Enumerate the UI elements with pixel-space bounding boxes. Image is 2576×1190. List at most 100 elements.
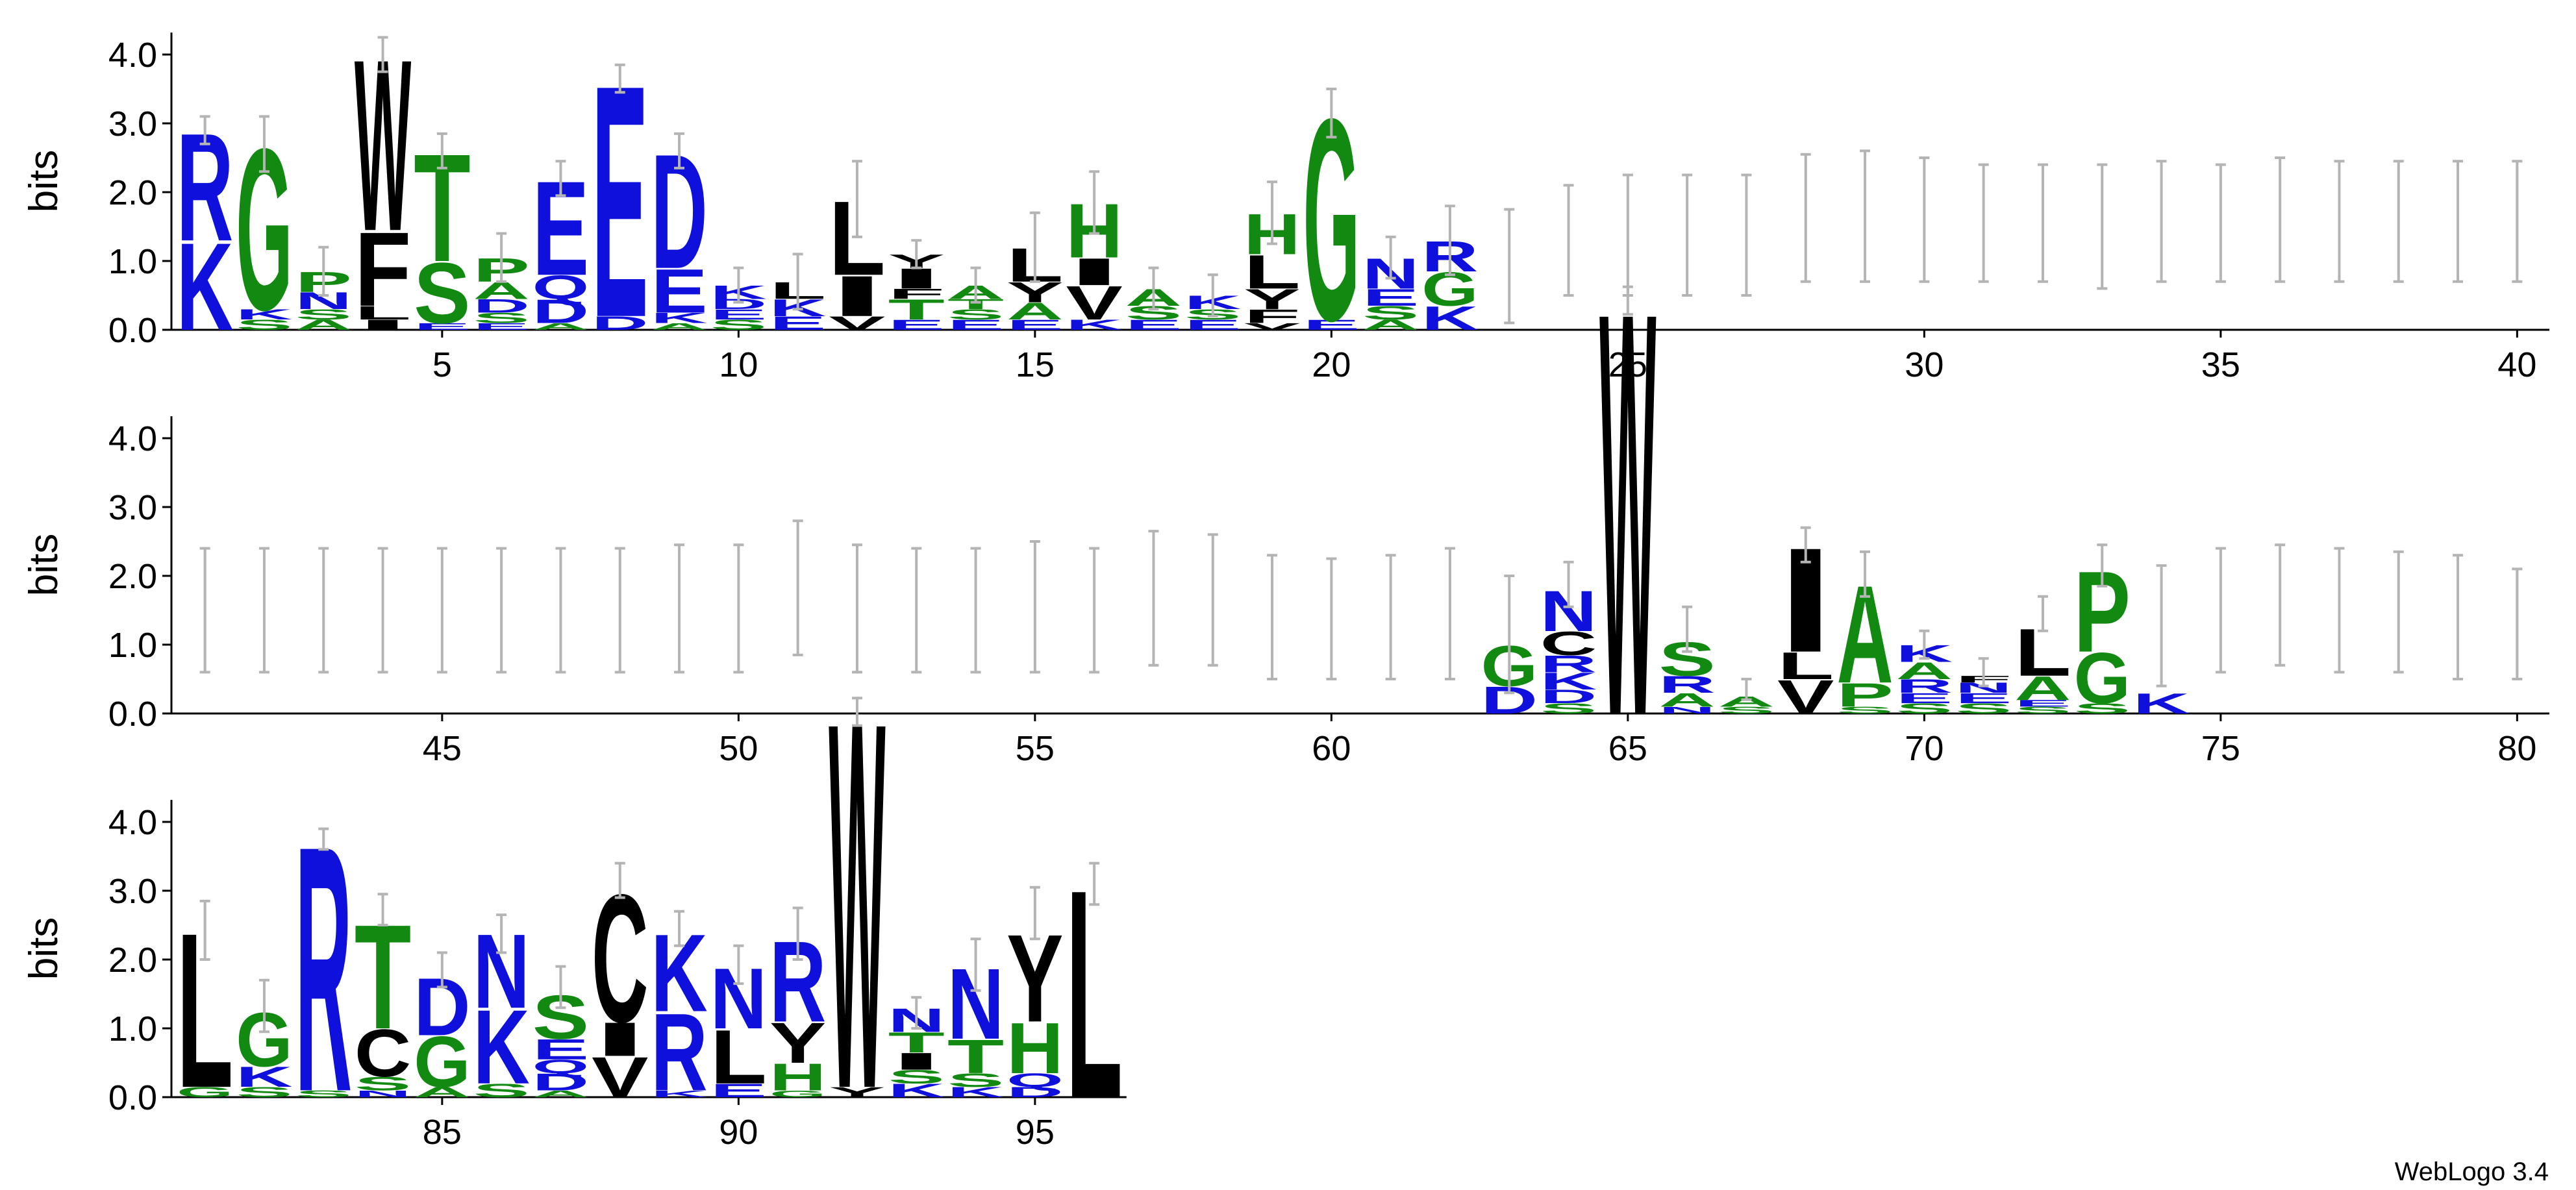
letter: P [1836, 676, 1893, 714]
error-bar [1800, 153, 1811, 283]
error-bar [1267, 180, 1278, 245]
letter: E [710, 306, 767, 323]
letter: R [651, 991, 707, 1114]
error-bar [674, 132, 685, 169]
letter: F [888, 286, 945, 302]
letter: I [1066, 250, 1123, 293]
error-bar [1089, 170, 1100, 235]
error-bar [1029, 540, 1040, 674]
letter: C [355, 1016, 411, 1091]
letter: G [2074, 639, 2131, 719]
error-bar [377, 547, 388, 674]
error-bar [792, 519, 803, 656]
error-bar [199, 899, 210, 961]
error-bar [1444, 205, 1455, 277]
letter: S [710, 317, 767, 333]
letter: E [1303, 317, 1360, 333]
error-bar [1089, 547, 1100, 674]
x-tick-label: 65 [1608, 729, 1647, 768]
error-bar [2156, 160, 2167, 283]
letter: A [651, 321, 707, 332]
letter: D [473, 295, 530, 317]
error-bar [318, 245, 329, 297]
x-tick-label: 30 [1905, 345, 1944, 384]
error-bar [1978, 657, 1989, 688]
letter: I [355, 317, 411, 333]
error-bar [2334, 160, 2345, 283]
letter: E [1896, 690, 1953, 706]
letter: S [1718, 705, 1775, 716]
letter: Q [1007, 1069, 1063, 1091]
y-tick-label: 0.0 [108, 311, 157, 350]
stack: SA [1718, 694, 1775, 716]
letter: K [651, 1089, 707, 1100]
error-bar [1563, 184, 1574, 297]
letter: A [1896, 658, 1953, 684]
y-axis-label: bits [21, 150, 66, 212]
letter: E [1955, 690, 2012, 706]
letter: N [355, 1089, 411, 1100]
error-bar [2512, 567, 2523, 680]
letter: A [1007, 298, 1063, 325]
stack: KRK [651, 911, 707, 1114]
letter: T [888, 293, 945, 326]
letter: K [236, 306, 292, 323]
letter: G [177, 1084, 233, 1100]
error-bar [2393, 160, 2404, 283]
error-bar [614, 862, 625, 899]
error-bar [1444, 547, 1455, 680]
error-bar [970, 547, 981, 674]
error-bar [2215, 163, 2226, 283]
x-tick-label: 70 [1905, 729, 1944, 768]
letter: E [532, 1033, 589, 1065]
x-tick-label: 85 [423, 1113, 462, 1152]
letter: H [769, 1055, 826, 1098]
letter: N [1659, 705, 1716, 716]
error-bar [199, 115, 210, 145]
letter: S [947, 1069, 1004, 1091]
error-bar [436, 951, 447, 989]
error-bar [1089, 862, 1100, 906]
letter: K [651, 310, 707, 327]
error-bar [2275, 156, 2286, 283]
letter: V [1066, 277, 1123, 330]
letter: E [1007, 317, 1063, 333]
error-bar [851, 160, 862, 238]
letter: V [592, 1045, 649, 1109]
error-bar [1860, 550, 1871, 598]
letter: S [236, 317, 292, 333]
letter: V [1244, 321, 1301, 332]
letter: Q [532, 1056, 589, 1077]
letter: A [2014, 670, 2071, 708]
x-tick-label: 25 [1608, 345, 1647, 384]
y-axis-label: bits [21, 534, 66, 596]
letter: L [1244, 246, 1300, 299]
letter: S [2074, 700, 2131, 717]
letter: C [1540, 625, 1597, 663]
letter: T [947, 1030, 1004, 1084]
letter: Y [1244, 283, 1300, 316]
x-tick-label: 10 [719, 345, 758, 384]
letter: E [888, 317, 945, 333]
letter: I [888, 1048, 945, 1074]
error-bar [496, 232, 507, 283]
letter: S [888, 1066, 945, 1087]
letter: A [295, 317, 352, 333]
letter: K [888, 1080, 945, 1101]
error-bar [1385, 554, 1396, 680]
error-bar [674, 543, 685, 674]
error-bar [2037, 595, 2048, 632]
letter: D [1540, 686, 1597, 707]
letter: F [1244, 306, 1300, 327]
letter: K [947, 1084, 1004, 1100]
x-tick-label: 75 [2201, 729, 2240, 768]
stack: SKN [473, 912, 530, 1106]
y-tick-label: 2.0 [108, 173, 157, 212]
letter: D [532, 293, 589, 330]
error-bar [258, 115, 269, 173]
y-tick-label: 0.0 [108, 1078, 157, 1117]
error-bar [674, 910, 685, 947]
error-bar [2393, 550, 2404, 674]
